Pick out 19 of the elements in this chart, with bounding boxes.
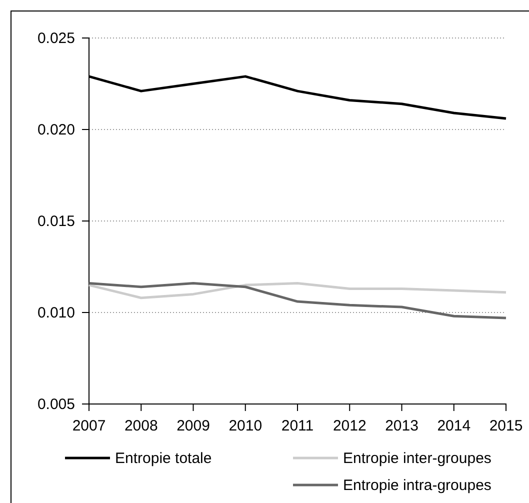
y-tick-label: 0.010	[37, 304, 75, 322]
y-tick-label: 0.005	[37, 396, 75, 413]
y-tick-label: 0.020	[37, 121, 75, 138]
x-tick-label: 2011	[281, 418, 314, 434]
x-tick-label: 2015	[489, 418, 523, 434]
x-tick-label: 2012	[332, 418, 366, 434]
x-tick-label: 2008	[124, 418, 158, 434]
line-series	[88, 282, 508, 300]
x-tick-label: 2014	[437, 418, 471, 434]
x-tick-label: 2010	[228, 418, 262, 434]
legend-label: Entropie intra-groupes	[343, 477, 492, 494]
y-tick-label: 0.025	[37, 30, 75, 47]
x-tick-label: 2007	[72, 418, 106, 434]
y-tick-label: 0.015	[37, 212, 75, 230]
x-tick-label: 2013	[385, 418, 418, 434]
legend-label: Entropie inter-groupes	[343, 450, 492, 467]
line-series	[88, 282, 508, 320]
legend-label: Entropie totale	[115, 450, 212, 467]
x-tick-label: 2009	[176, 418, 210, 434]
